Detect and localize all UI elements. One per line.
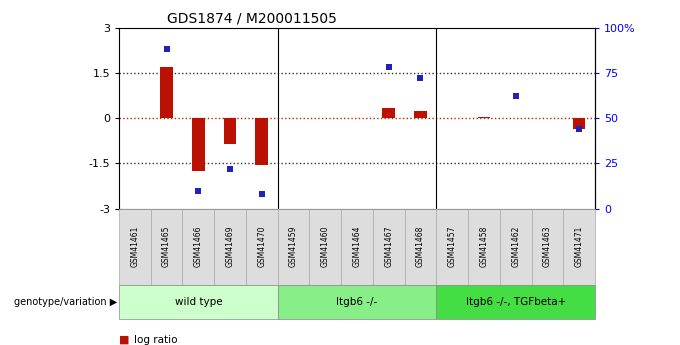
Text: GSM41468: GSM41468: [416, 226, 425, 267]
Bar: [160, 67, 173, 118]
Bar: [382, 108, 395, 118]
Text: GSM41460: GSM41460: [321, 226, 330, 267]
Text: GSM41470: GSM41470: [257, 226, 267, 267]
Text: log ratio: log ratio: [134, 335, 177, 345]
Bar: [573, 118, 585, 129]
Text: GSM41459: GSM41459: [289, 226, 298, 267]
Bar: [477, 117, 490, 118]
Text: ■: ■: [119, 335, 129, 345]
Text: GSM41457: GSM41457: [447, 226, 457, 267]
Text: Itgb6 -/-, TGFbeta+: Itgb6 -/-, TGFbeta+: [466, 297, 566, 307]
Text: Itgb6 -/-: Itgb6 -/-: [337, 297, 377, 307]
Text: GSM41469: GSM41469: [226, 226, 235, 267]
Text: GSM41463: GSM41463: [543, 226, 552, 267]
Text: GDS1874 / M200011505: GDS1874 / M200011505: [167, 11, 337, 25]
Text: GSM41458: GSM41458: [479, 226, 488, 267]
Bar: [192, 118, 205, 171]
Text: GSM41467: GSM41467: [384, 226, 393, 267]
Text: GSM41465: GSM41465: [162, 226, 171, 267]
Text: GSM41464: GSM41464: [352, 226, 362, 267]
Text: wild type: wild type: [175, 297, 222, 307]
Text: GSM41466: GSM41466: [194, 226, 203, 267]
Bar: [224, 118, 237, 144]
Text: genotype/variation ▶: genotype/variation ▶: [14, 297, 117, 307]
Text: GSM41462: GSM41462: [511, 226, 520, 267]
Bar: [414, 111, 427, 118]
Text: GSM41471: GSM41471: [575, 226, 583, 267]
Text: GSM41461: GSM41461: [131, 226, 139, 267]
Bar: [256, 118, 268, 165]
